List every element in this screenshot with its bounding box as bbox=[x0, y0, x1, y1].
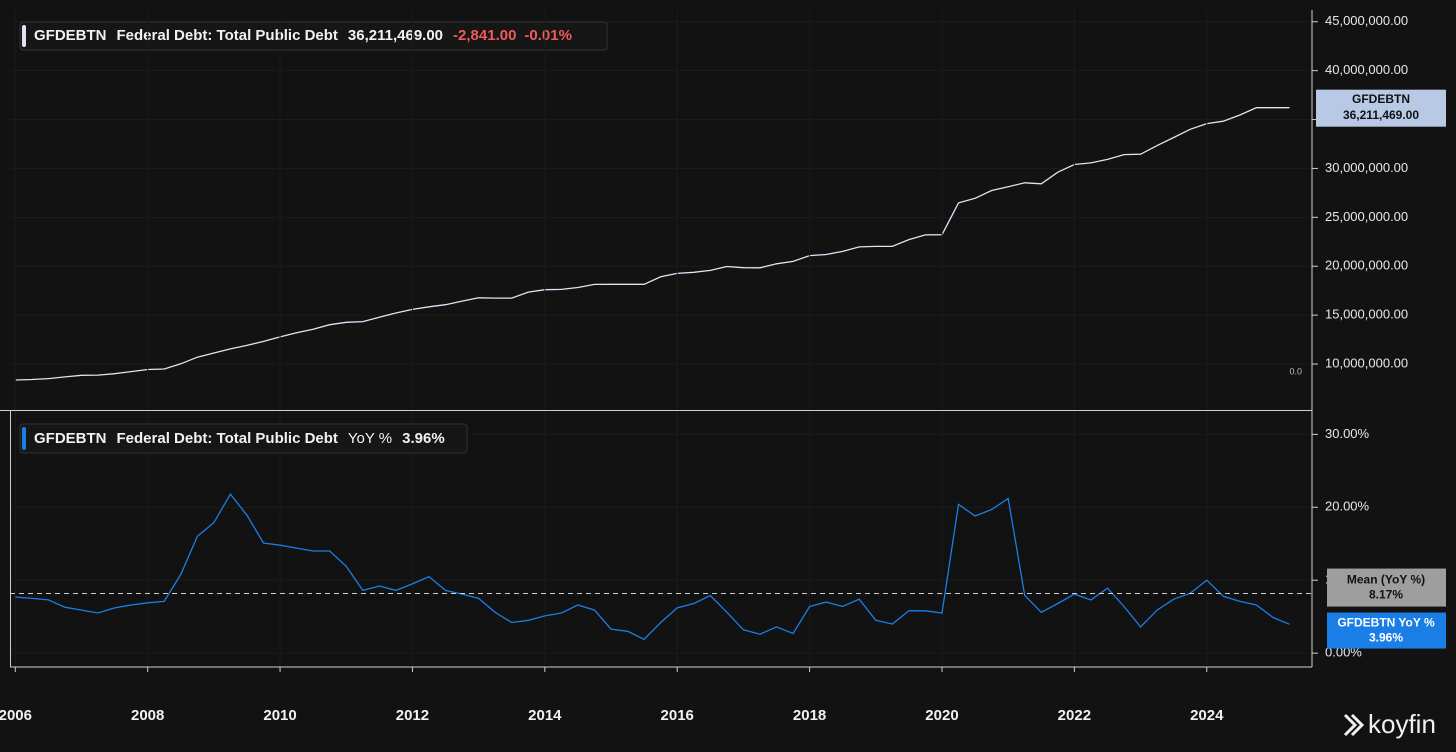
x-tick-label: 2018 bbox=[793, 707, 826, 724]
x-tick-label: 2014 bbox=[528, 707, 562, 724]
annotation: 0.0 bbox=[1289, 366, 1302, 376]
y-tick-label: 15,000,000.00 bbox=[1325, 307, 1408, 322]
brand-logo: koyfin bbox=[1343, 709, 1436, 739]
y-tick-label: 25,000,000.00 bbox=[1325, 209, 1408, 224]
x-tick-label: 2012 bbox=[396, 707, 429, 724]
y-tick-label: 10,000,000.00 bbox=[1325, 355, 1408, 370]
legend-ticker: GFDEBTN bbox=[34, 430, 107, 447]
last-value-tag-value: 36,211,469.00 bbox=[1343, 108, 1419, 122]
legend: GFDEBTN Federal Debt: Total Public Debt Yo… bbox=[34, 430, 445, 447]
legend-box bbox=[19, 21, 608, 51]
last-value-tag-value: 3.96% bbox=[1369, 631, 1403, 645]
legend-change_pct: -0.01% bbox=[524, 27, 572, 44]
legend: GFDEBTN Federal Debt: Total Public Debt 36… bbox=[34, 27, 572, 44]
series-line bbox=[15, 492, 1290, 641]
y-tick-label: 30.00% bbox=[1325, 426, 1370, 441]
plot-area bbox=[15, 106, 1290, 381]
last-value-tag-name: GFDEBTN YoY % bbox=[1337, 616, 1435, 630]
plot-area bbox=[15, 492, 1290, 641]
legend-last: 3.96% bbox=[402, 430, 445, 447]
x-tick-label: 2022 bbox=[1058, 707, 1091, 724]
x-tick-label: 2006 bbox=[0, 707, 32, 724]
legend-measure: YoY % bbox=[348, 430, 392, 447]
y-tick-label: 20.00% bbox=[1325, 499, 1370, 514]
brand-name: koyfin bbox=[1368, 709, 1436, 739]
mean-tag-value: 8.17% bbox=[1369, 588, 1403, 602]
legend-ticker: GFDEBTN bbox=[34, 27, 107, 44]
legend-change: -2,841.00 bbox=[453, 27, 516, 44]
mean-tag-name: Mean (YoY %) bbox=[1347, 573, 1425, 587]
x-tick-label: 2010 bbox=[263, 707, 296, 724]
y-tick-label: 40,000,000.00 bbox=[1325, 62, 1408, 77]
last-value-tag bbox=[1316, 89, 1446, 127]
last-value-tag-name: GFDEBTN bbox=[1352, 92, 1410, 106]
series-line bbox=[15, 106, 1290, 381]
legend-last: 36,211,469.00 bbox=[348, 27, 443, 44]
legend-name: Federal Debt: Total Public Debt bbox=[117, 27, 338, 44]
legend-name: Federal Debt: Total Public Debt bbox=[117, 430, 338, 447]
y-tick-label: 30,000,000.00 bbox=[1325, 160, 1408, 175]
x-tick-label: 2008 bbox=[131, 707, 164, 724]
brand-icon bbox=[1343, 713, 1365, 737]
legend-swatch bbox=[22, 25, 26, 47]
y-tick-label: 45,000,000.00 bbox=[1325, 13, 1408, 28]
x-tick-label: 2024 bbox=[1190, 707, 1224, 724]
last-value-tag bbox=[1327, 612, 1446, 649]
mean-tag bbox=[1327, 568, 1446, 607]
legend-swatch bbox=[22, 427, 26, 450]
x-tick-label: 2020 bbox=[925, 707, 958, 724]
legend-box bbox=[19, 423, 468, 454]
y-tick-label: 20,000,000.00 bbox=[1325, 258, 1408, 273]
x-tick-label: 2016 bbox=[661, 707, 694, 724]
